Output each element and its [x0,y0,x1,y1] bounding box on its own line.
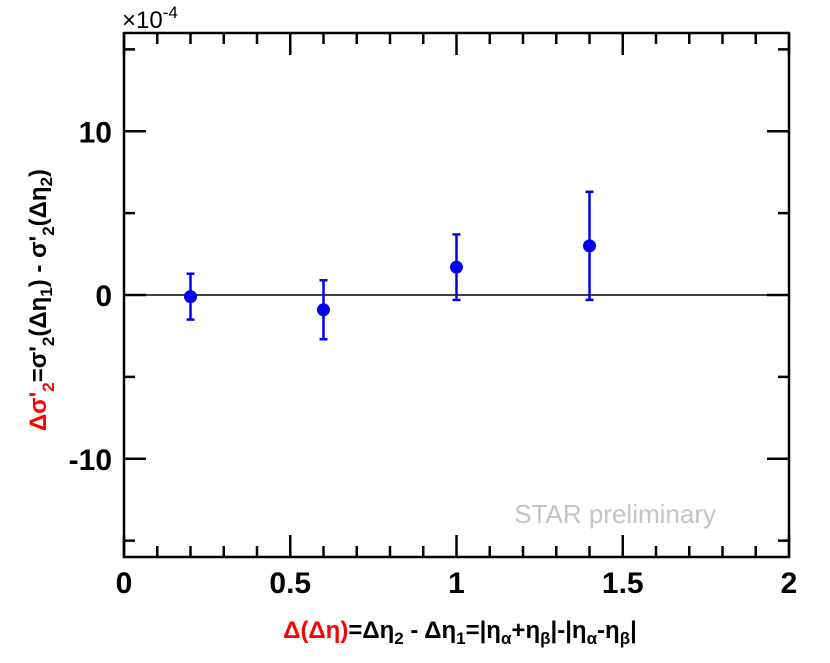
y-tick-label: 0 [95,280,112,313]
x-tick-labels: 0 0.5 1 1.5 2 [116,567,798,600]
x-tick-label: 2 [781,567,798,600]
x-axis-title: Δ(Δη)=Δη2 - Δη1=|ηα+ηβ|-|ηα-ηβ| [283,617,637,648]
point-marker [184,290,197,304]
y-multiplier-label: ×10-4 [122,3,178,34]
data-point [583,190,596,302]
x-tick-label: 1 [448,567,465,600]
y-tick-label: -10 [69,444,112,477]
point-marker [317,303,330,317]
x-tick-label: 0.5 [269,567,311,600]
data-point [450,233,463,302]
y-tick-label: 10 [79,116,112,149]
point-marker [450,260,463,274]
data-point [184,272,197,321]
y-tick-labels: -10 0 10 [69,116,112,477]
x-tick-label: 0 [116,567,133,600]
point-marker [583,239,596,253]
star-preliminary-annotation: STAR preliminary [514,499,716,529]
x-tick-label: 1.5 [602,567,644,600]
y-axis-title: Δσ'2=σ'2(Δη1) - σ'2(Δη2) [25,169,58,431]
data-points [184,190,596,341]
data-point [317,279,330,341]
